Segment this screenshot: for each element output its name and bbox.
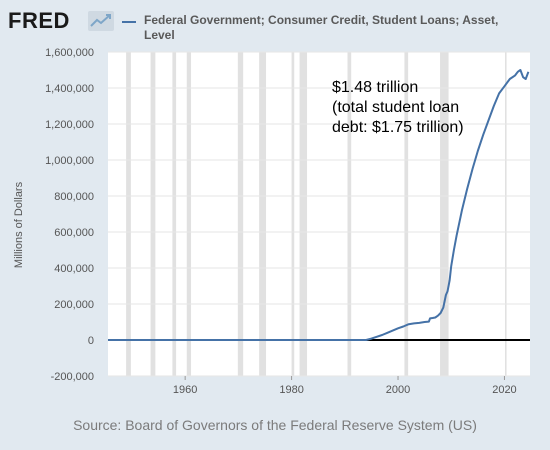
y-tick-label: 200,000 bbox=[54, 299, 94, 311]
legend-swatch bbox=[122, 21, 136, 23]
annotation-text: $1.48 trillion bbox=[332, 79, 418, 96]
recession-band bbox=[259, 52, 267, 376]
trend-line-icon bbox=[88, 11, 114, 31]
recession-band bbox=[126, 52, 131, 376]
annotation-text: (total student loan bbox=[332, 99, 459, 116]
series-line bbox=[108, 69, 530, 341]
y-tick-label: 1,600,000 bbox=[45, 47, 94, 59]
y-tick-label: 1,400,000 bbox=[45, 83, 94, 95]
y-tick-label: 1,200,000 bbox=[45, 119, 94, 131]
x-tick-label: 1980 bbox=[279, 384, 303, 396]
recession-band bbox=[299, 52, 308, 376]
recession-band bbox=[504, 52, 507, 376]
x-tick-label: 2000 bbox=[386, 384, 410, 396]
fred-logo[interactable]: FRED bbox=[8, 8, 70, 33]
y-tick-label: 1,000,000 bbox=[45, 155, 94, 167]
y-tick-label: -200,000 bbox=[51, 371, 94, 383]
plot-area bbox=[108, 52, 530, 376]
source-note: Source: Board of Governors of the Federa… bbox=[73, 417, 477, 433]
x-tick-label: 1960 bbox=[173, 384, 197, 396]
recession-band bbox=[440, 52, 449, 376]
y-axis-label: Millions of Dollars bbox=[13, 181, 25, 268]
recession-band bbox=[186, 52, 192, 376]
recession-band bbox=[150, 52, 156, 376]
recession-band bbox=[347, 52, 352, 376]
y-tick-label: 600,000 bbox=[54, 227, 94, 239]
recession-band bbox=[404, 52, 409, 376]
annotation-text: debt: $1.75 trillion) bbox=[332, 119, 464, 136]
y-tick-label: 0 bbox=[88, 335, 94, 347]
series-title: Federal Government; Consumer Credit, Stu… bbox=[144, 13, 499, 42]
y-tick-label: 800,000 bbox=[54, 191, 94, 203]
x-tick-label: 2020 bbox=[492, 384, 516, 396]
recession-band bbox=[237, 52, 244, 376]
line-chart: Millions of Dollars -200,000 0 200,000 400,… bbox=[13, 47, 530, 396]
y-tick-label: 400,000 bbox=[54, 263, 94, 275]
recession-band bbox=[291, 52, 295, 376]
recession-band bbox=[172, 52, 177, 376]
